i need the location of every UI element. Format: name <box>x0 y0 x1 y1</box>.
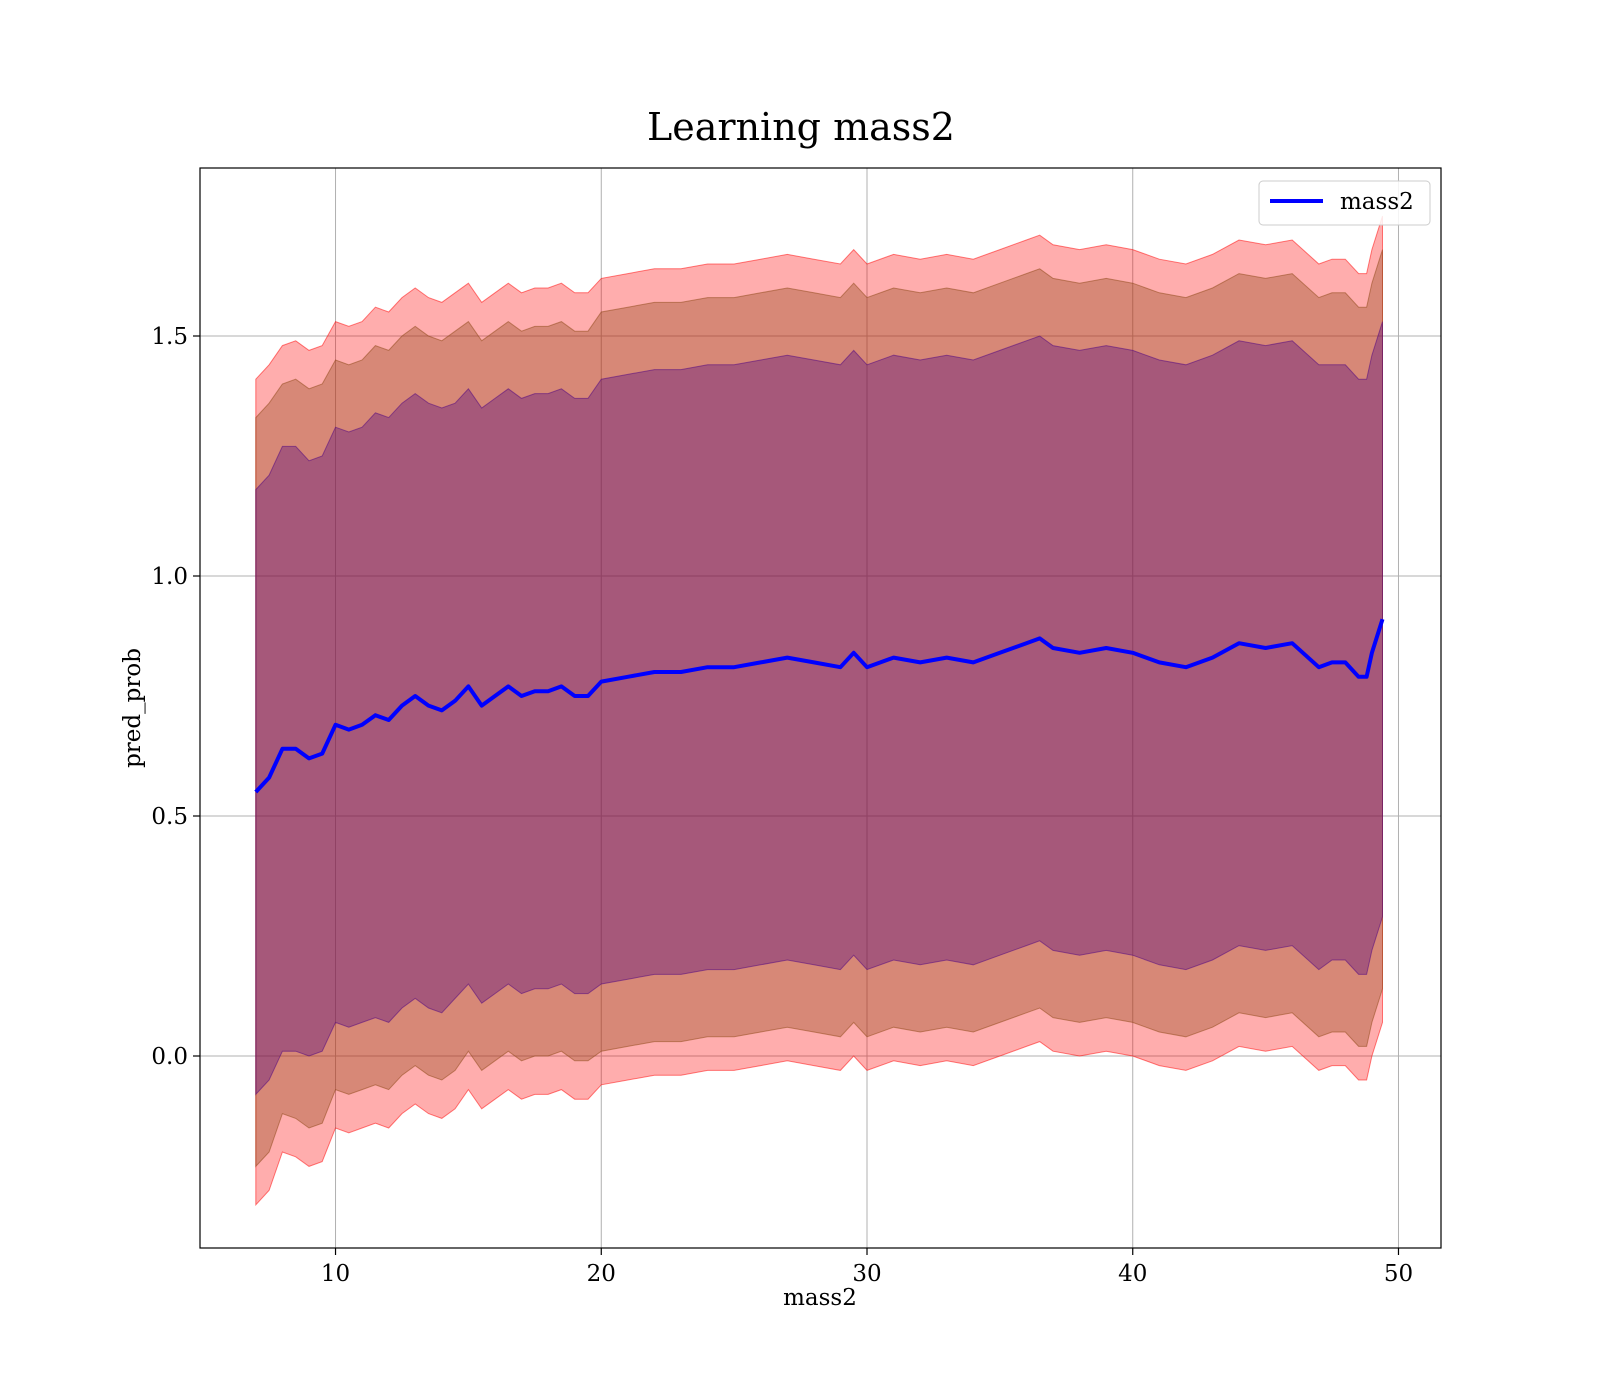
x-tick-label: 30 <box>852 1261 881 1287</box>
chart-title: Learning mass2 <box>647 105 955 149</box>
y-tick-label: 0.5 <box>151 804 188 830</box>
x-tick-label: 50 <box>1384 1261 1413 1287</box>
y-tick-label: 1.5 <box>151 324 188 350</box>
y-tick-label: 0.0 <box>151 1044 188 1070</box>
y-tick-label: 1.0 <box>151 564 188 590</box>
x-axis-label: mass2 <box>783 1285 857 1311</box>
series-lines <box>254 618 1385 794</box>
y-axis-ticks: 0.0 0.5 1.0 1.5 <box>151 324 200 1070</box>
plot-frame <box>199 167 1442 1249</box>
x-tick-label: 10 <box>321 1261 350 1287</box>
x-tick-label: 40 <box>1118 1261 1147 1287</box>
y-axis-label: pred_prob <box>120 648 146 768</box>
legend-label: mass2 <box>1340 189 1414 215</box>
grid-lines <box>200 168 1441 1248</box>
confidence-bands <box>255 215 1383 1207</box>
legend-box <box>1258 180 1431 226</box>
x-tick-label: 20 <box>587 1261 616 1287</box>
series-line-mass2 <box>254 618 1385 794</box>
band-inner <box>255 321 1383 1096</box>
legend: mass2 <box>1258 180 1431 226</box>
band-outer <box>255 215 1383 1207</box>
band-middle <box>255 249 1383 1168</box>
x-axis-ticks: 10 20 30 40 50 <box>321 1248 1413 1287</box>
